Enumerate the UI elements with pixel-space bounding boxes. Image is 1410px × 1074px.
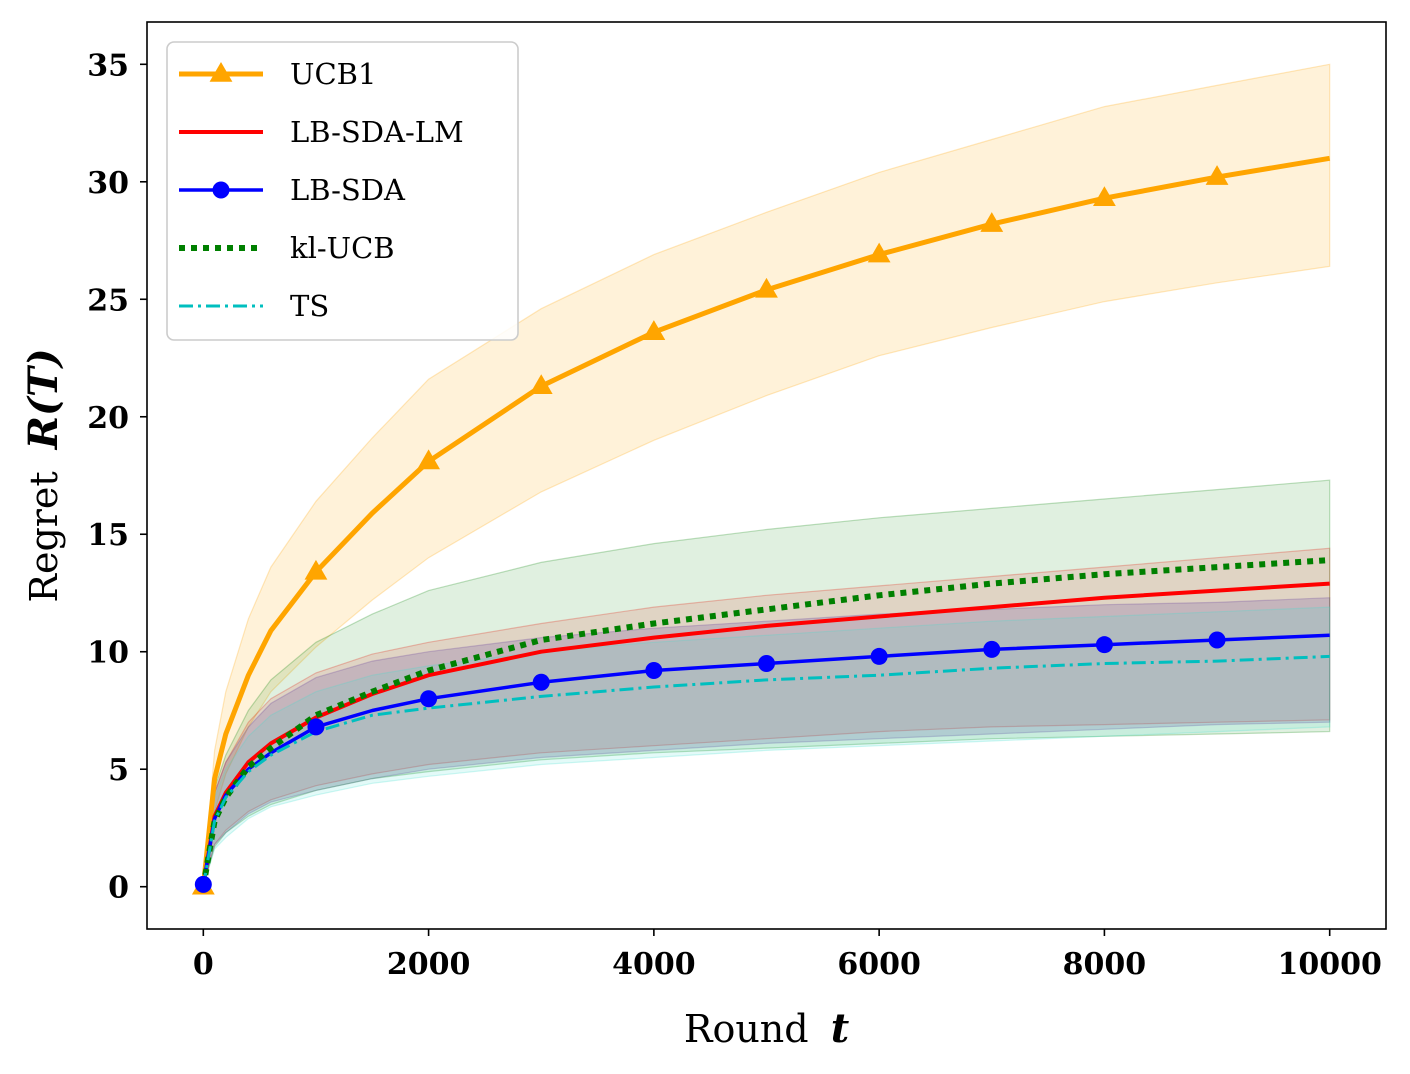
line-lb-sda-lm (201, 581, 1330, 888)
y-tick-label: 20 (87, 401, 129, 436)
legend-item-lb-sda: LB-SDA (179, 173, 406, 207)
marker-lb-sda (1095, 636, 1113, 654)
x-tick-label: 0 (193, 947, 214, 982)
legend-label: kl-UCB (290, 231, 395, 265)
y-axis-label-var: R(T) (20, 348, 67, 450)
series-lines (200, 155, 1331, 888)
marker-ucb1 (529, 374, 553, 395)
legend-item-lb-sda-lm: LB-SDA-LM (179, 115, 464, 149)
band-ucb1 (202, 63, 1331, 887)
legend-marker (212, 181, 230, 199)
band-ts (202, 606, 1331, 887)
marker-lb-sda (420, 690, 438, 708)
marker-ucb1 (980, 212, 1004, 232)
y-tick-label: 25 (87, 283, 129, 318)
marker-ucb1 (642, 320, 666, 340)
y-axis-label: Regret R(T) (20, 348, 67, 602)
plot-frame (146, 21, 1387, 930)
y-tick-label: 15 (87, 518, 129, 553)
x-tick-label: 4000 (612, 947, 696, 982)
y-tick-label: 10 (87, 636, 129, 671)
x-axis-label: Round t (684, 1005, 850, 1052)
line-ts (201, 654, 1330, 887)
x-axis-ticks: 0 2000 4000 6000 8000 10000 (193, 929, 1382, 982)
y-tick-label: 30 (87, 166, 129, 201)
legend-label: TS (290, 289, 329, 323)
marker-ucb1 (1093, 186, 1116, 207)
x-tick-label: 2000 (387, 947, 471, 982)
y-tick-label: 35 (87, 48, 129, 83)
marker-lb-sda (758, 654, 775, 672)
y-axis-ticks: 0 5 10 15 20 25 30 35 (87, 48, 147, 906)
legend-box (166, 41, 519, 341)
x-tick-label: 10000 (1277, 947, 1381, 982)
legend-marker (209, 62, 233, 82)
marker-ucb1 (755, 277, 778, 298)
line-ucb1 (200, 155, 1331, 887)
x-tick-label: 6000 (837, 947, 921, 982)
x-tick-label: 8000 (1063, 947, 1147, 982)
line-kl-ucb (200, 557, 1330, 888)
legend-item-kl-ucb: kl-UCB (179, 231, 395, 265)
band-lb-sda (202, 597, 1331, 887)
band-lb-sda-lm (202, 547, 1331, 887)
marker-lb-sda (307, 718, 325, 736)
legend-label: LB-SDA-LM (290, 115, 464, 149)
legend-label: LB-SDA (290, 173, 406, 207)
marker-lb-sda (645, 662, 663, 680)
marker-ucb1 (1205, 165, 1229, 185)
y-tick-label: 5 (108, 753, 129, 788)
marker-lb-sda (870, 647, 888, 665)
legend-label: UCB1 (290, 57, 376, 91)
y-tick-label: 0 (108, 871, 129, 906)
x-axis-label-var: t (831, 1005, 850, 1052)
marker-ucb1 (867, 242, 891, 263)
marker-ucb1 (417, 449, 440, 470)
marker-ucb1 (304, 559, 328, 580)
series-markers (191, 165, 1229, 895)
legend-item-ucb1: UCB1 (179, 57, 376, 91)
marker-lb-sda (983, 640, 1001, 658)
legend-item-ts: TS (179, 289, 329, 323)
y-axis-label-text: Regret (22, 471, 66, 602)
marker-lb-sda (532, 673, 550, 691)
marker-lb-sda (1208, 631, 1226, 649)
legend: UCB1 LB-SDA-LM LB-SDA kl-UCB TS (166, 41, 519, 341)
x-axis-label-text: Round (684, 1007, 809, 1051)
marker-lb-sda (194, 875, 212, 893)
